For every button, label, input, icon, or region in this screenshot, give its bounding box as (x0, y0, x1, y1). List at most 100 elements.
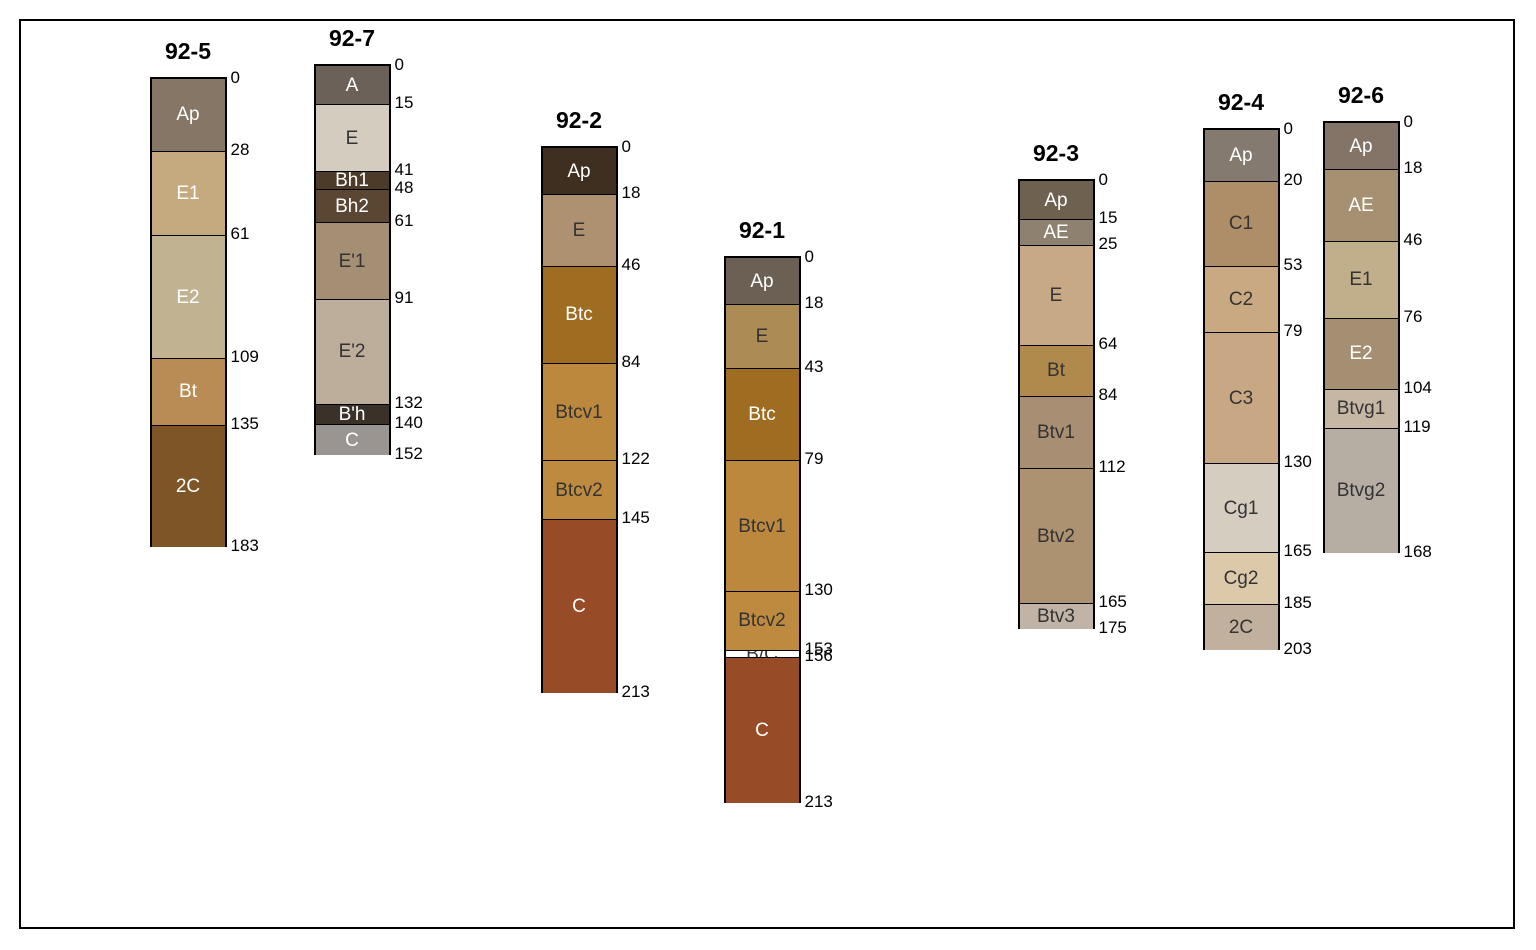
profile-column: Ap C1 C2 C3 Cg1 Cg2 2C (1202, 128, 1280, 650)
depth-label: 213 (804, 792, 833, 812)
horizon-layer: E'2 (315, 298, 389, 404)
depth-label: 112 (1098, 456, 1126, 476)
depth-label: 104 (1403, 378, 1432, 398)
depth-label: 46 (621, 254, 641, 274)
profile-column: Ap E Btc Btcv1 Btcv2 C (540, 146, 618, 694)
horizon-layer: E (1019, 245, 1093, 345)
diagram-frame (19, 19, 1515, 929)
profile-title: 92-7 (328, 25, 376, 51)
depth-label: 130 (804, 579, 833, 599)
profile-title: 92-4 (1217, 89, 1265, 115)
horizon-layer: C1 (1204, 181, 1278, 266)
depth-label: 48 (394, 177, 414, 197)
depth-label: 84 (621, 352, 641, 372)
horizon-layer: C (542, 519, 616, 694)
depth-label: 0 (1403, 112, 1413, 131)
horizon-layer: Ap (151, 79, 225, 151)
horizon-layer: C (315, 424, 389, 456)
horizon-layer: E2 (1324, 317, 1398, 390)
profile-title: 92-1 (738, 217, 786, 243)
horizon-layer: B/C (725, 649, 799, 658)
depth-label: 0 (621, 137, 631, 156)
depth-label: 84 (1098, 385, 1118, 405)
horizon-layer: Btvg1 (1324, 389, 1398, 428)
depth-label: 0 (1283, 119, 1293, 138)
horizon-layer: Ap (1204, 130, 1278, 182)
depth-label: 0 (804, 247, 814, 266)
depth-label: 122 (621, 449, 650, 469)
horizon-layer: E1 (151, 150, 225, 236)
depth-label: 91 (394, 287, 414, 307)
horizon-layer: A (315, 66, 389, 105)
depth-label: 153 (804, 638, 833, 658)
depth-label: 156 (804, 646, 833, 666)
depth-label: 46 (1403, 229, 1423, 249)
horizon-layer: Ap (1324, 123, 1398, 170)
depth-label: 79 (1283, 321, 1303, 341)
horizon-layer: Ap (542, 148, 616, 195)
depth-label: 119 (1403, 416, 1431, 436)
horizon-layer: Ap (1019, 181, 1093, 220)
horizon-layer: Btcv1 (725, 460, 799, 591)
depth-label: 152 (394, 444, 423, 464)
horizon-layer: Btc (542, 265, 616, 364)
depth-label: 185 (1283, 592, 1312, 612)
horizon-layer: Cg2 (1204, 552, 1278, 604)
depth-label: 145 (621, 508, 650, 528)
horizon-layer: Ap (725, 258, 799, 305)
depth-label: 76 (1403, 306, 1423, 326)
profile-title: 92-6 (1337, 82, 1385, 108)
horizon-layer: B'h (315, 403, 389, 425)
profile-title: 92-5 (164, 38, 212, 64)
horizon-layer: Bt (1019, 344, 1093, 397)
profile-column: ApEBtcBtcv1Btcv2B/CC (723, 256, 801, 804)
horizon-layer: Btcv2 (725, 590, 799, 650)
horizon-layer: Bh1 (315, 170, 389, 189)
profile-title: 92-2 (555, 107, 603, 133)
horizon-layer: Bt (151, 358, 225, 425)
horizon-layer: E'1 (315, 222, 389, 299)
horizon-layer: E (725, 304, 799, 369)
horizon-layer: Btc (725, 368, 799, 461)
horizon-layer: Btv2 (1019, 467, 1093, 604)
horizon-layer: Btvg2 (1324, 427, 1398, 554)
depth-label: 15 (394, 93, 414, 113)
profile-title: 92-3 (1032, 140, 1080, 166)
depth-label: 175 (1098, 618, 1127, 637)
horizon-layer: 2C (1204, 603, 1278, 650)
depth-label: 15 (1098, 208, 1118, 228)
depth-label: 135 (230, 413, 259, 433)
horizon-layer: C3 (1204, 332, 1278, 463)
depth-label: 183 (230, 536, 259, 556)
depth-label: 79 (804, 449, 824, 469)
depth-label: 109 (230, 347, 259, 367)
depth-label: 61 (230, 224, 250, 244)
depth-label: 43 (804, 357, 824, 377)
horizon-layer: AE (1324, 169, 1398, 241)
horizon-layer: E2 (151, 235, 225, 359)
depth-label: 28 (230, 139, 250, 159)
horizon-layer: AE (1019, 219, 1093, 245)
horizon-layer: E (315, 104, 389, 171)
depth-label: 64 (1098, 333, 1118, 353)
horizon-layer: Cg1 (1204, 462, 1278, 553)
depth-label: 168 (1403, 542, 1432, 562)
depth-label: 25 (1098, 234, 1118, 253)
horizon-layer: Btv3 (1019, 603, 1093, 629)
depth-label: 165 (1098, 592, 1127, 612)
depth-label: 18 (804, 293, 824, 313)
depth-label: 18 (1403, 158, 1423, 178)
horizon-layer: Bh2 (315, 188, 389, 223)
depth-label: 18 (621, 183, 641, 203)
depth-label: 0 (1098, 170, 1108, 189)
horizon-layer: E1 (1324, 240, 1398, 318)
depth-label: 203 (1283, 638, 1312, 658)
depth-label: 0 (230, 68, 240, 87)
horizon-layer: Btcv1 (542, 363, 616, 461)
horizon-layer: 2C (151, 424, 225, 548)
depth-label: 130 (1283, 451, 1312, 471)
depth-label: 53 (1283, 254, 1303, 274)
horizon-layer: Btcv2 (542, 460, 616, 520)
depth-label: 20 (1283, 170, 1303, 190)
profile-column: A E Bh1 Bh2 E'1 E'2 B'h C (313, 64, 391, 456)
